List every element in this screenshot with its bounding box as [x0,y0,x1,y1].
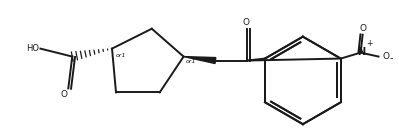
Text: HO: HO [26,44,39,53]
Polygon shape [184,57,216,64]
Text: +: + [367,39,373,48]
Text: N: N [358,47,365,57]
Text: O: O [359,24,366,33]
Text: O: O [383,52,389,61]
Text: O: O [243,18,249,27]
Text: or1: or1 [186,58,196,64]
Text: or1: or1 [116,53,126,58]
Text: O: O [60,90,67,99]
Text: -: - [390,54,393,64]
